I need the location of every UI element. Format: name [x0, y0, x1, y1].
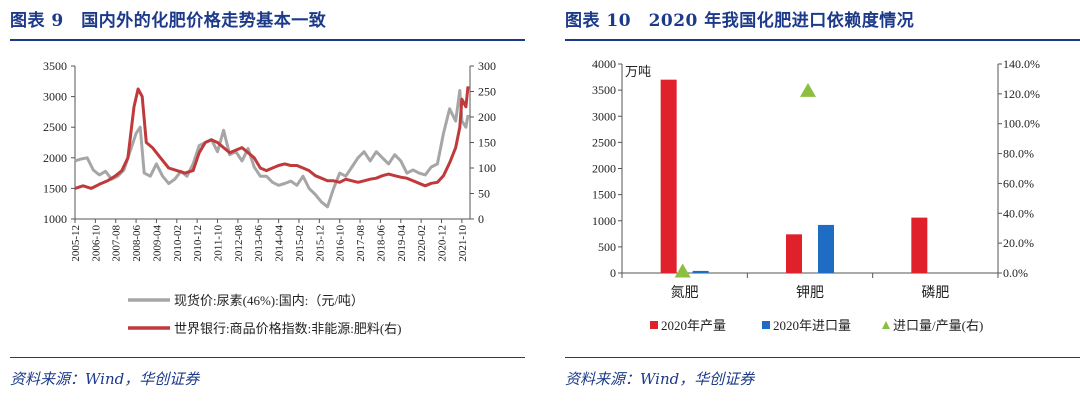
legend-swatch [650, 321, 658, 329]
x-tick-label: 2021-10 [457, 225, 469, 262]
urea-price-line [74, 89, 470, 209]
left-y-tick-label: 0 [610, 266, 616, 280]
x-tick-label: 2008-06 [131, 225, 143, 262]
right-y-tick-label: 50 [478, 187, 490, 201]
left-y-tick-label: 2000 [592, 162, 616, 176]
production-bar [660, 79, 677, 273]
x-tick-label: 2020-02 [416, 225, 428, 262]
left-figure-panel: 图表 9 国内外的化肥价格走势基本一致 3500 3000 2500 2000 1500… [10, 11, 525, 388]
right-source-note: 资料来源：Wind，华创证券 [565, 370, 755, 388]
x-tick-label: 2018-06 [375, 225, 387, 262]
y-axis-unit-label: 万吨 [625, 64, 651, 79]
ratio-marker [800, 82, 816, 97]
x-tick-label: 2011-10 [213, 225, 225, 262]
right-y-tick-label: 60.0% [1003, 176, 1034, 190]
x-tick-label: 2010-12 [192, 225, 204, 262]
right-title-rule [565, 39, 1080, 41]
legend-label: 世界银行:商品价格指数:非能源:肥料(右) [174, 321, 402, 336]
x-tick-label: 2015-02 [294, 225, 306, 262]
import-bar [818, 224, 834, 273]
right-y-tick-label: 120.0% [1003, 87, 1040, 101]
left-y-tick-label: 3500 [592, 83, 616, 97]
left-y-tick-label: 2500 [592, 135, 616, 149]
right-y-tick-label: 140.0% [1003, 57, 1040, 71]
import-bar [692, 270, 709, 273]
left-y-tick-label: 500 [598, 240, 616, 254]
x-tick-label: 2013-06 [253, 225, 265, 262]
x-tick-label: 2005-12 [70, 225, 82, 262]
right-source-rule [565, 357, 1080, 358]
left-y-tick-label: 1000 [592, 214, 616, 228]
category-label: 氮肥 [671, 285, 699, 301]
x-tick-label: 2012-08 [233, 225, 245, 262]
x-tick-label: 2016-10 [335, 225, 347, 262]
left-source-note: 资料来源：Wind，华创证券 [10, 370, 200, 388]
right-y-tick-label: 40.0% [1003, 206, 1034, 220]
right-y-tick-label: 150 [478, 136, 496, 150]
right-y-tick-label: 0 [478, 212, 484, 226]
right-y-tick-label: 300 [478, 59, 496, 73]
left-figure-title: 图表 9 国内外的化肥价格走势基本一致 [10, 11, 327, 31]
right-figure-panel: 图表 10 2020 年我国化肥进口依赖度情况 4000 3500 3000 2500… [555, 0, 1080, 405]
legend-swatch [882, 321, 890, 329]
x-tick-label: 2007-08 [111, 225, 123, 262]
right-y-tick-label: 100.0% [1003, 117, 1040, 131]
left-y-tick-label: 2000 [43, 151, 67, 165]
production-bar [911, 217, 928, 273]
right-y-tick-label: 20.0% [1003, 236, 1034, 250]
right-y-tick-label: 250 [478, 85, 496, 99]
left-title-rule [10, 39, 525, 41]
legend-label: 进口量/产量(右) [893, 318, 983, 333]
category-label: 钾肥 [796, 285, 824, 301]
left-y-tick-label: 2500 [43, 120, 67, 134]
right-y-tick-label: 200 [478, 110, 496, 124]
left-y-tick-label: 3000 [592, 109, 616, 123]
left-line-chart: 3500 3000 2500 2000 1500 1000 300 250 200 150 100 5… [43, 59, 496, 336]
category-label: 磷肥 [921, 285, 949, 301]
x-tick-label: 2017-08 [355, 225, 367, 262]
right-y-tick-label: 0.0% [1003, 266, 1028, 280]
left-source-rule [10, 357, 525, 358]
fertilizer-index-line [74, 86, 470, 190]
ratio-marker [674, 263, 691, 278]
x-tick-label: 2014-04 [274, 225, 286, 262]
legend-label: 2020年进口量 [773, 318, 851, 333]
right-y-tick-label: 100 [478, 161, 496, 175]
legend-label: 2020年产量 [661, 318, 726, 333]
x-tick-label: 2009-04 [151, 225, 163, 262]
production-bar [786, 234, 802, 273]
left-y-tick-label: 4000 [592, 57, 616, 71]
left-y-tick-label: 1500 [43, 181, 67, 195]
x-tick-label: 2010-02 [172, 225, 184, 262]
right-bar-chart: 4000 3500 3000 2500 2000 1500 1000 500 0 140.0% 12… [592, 57, 1040, 333]
x-tick-label: 2019-04 [396, 225, 408, 262]
right-y-tick-label: 80.0% [1003, 147, 1034, 161]
x-tick-label: 2006-10 [90, 225, 102, 262]
x-tick-label: 2020-12 [436, 225, 448, 262]
x-tick-label: 2015-12 [314, 225, 326, 262]
right-figure-title: 图表 10 2020 年我国化肥进口依赖度情况 [565, 11, 915, 31]
left-y-tick-label: 1500 [592, 188, 616, 202]
left-y-tick-label: 3000 [43, 90, 67, 104]
legend-label: 现货价:尿素(46%):国内:（元/吨） [174, 293, 364, 308]
legend-swatch [762, 321, 770, 329]
left-y-tick-label: 1000 [43, 212, 67, 226]
left-y-tick-label: 3500 [43, 59, 67, 73]
